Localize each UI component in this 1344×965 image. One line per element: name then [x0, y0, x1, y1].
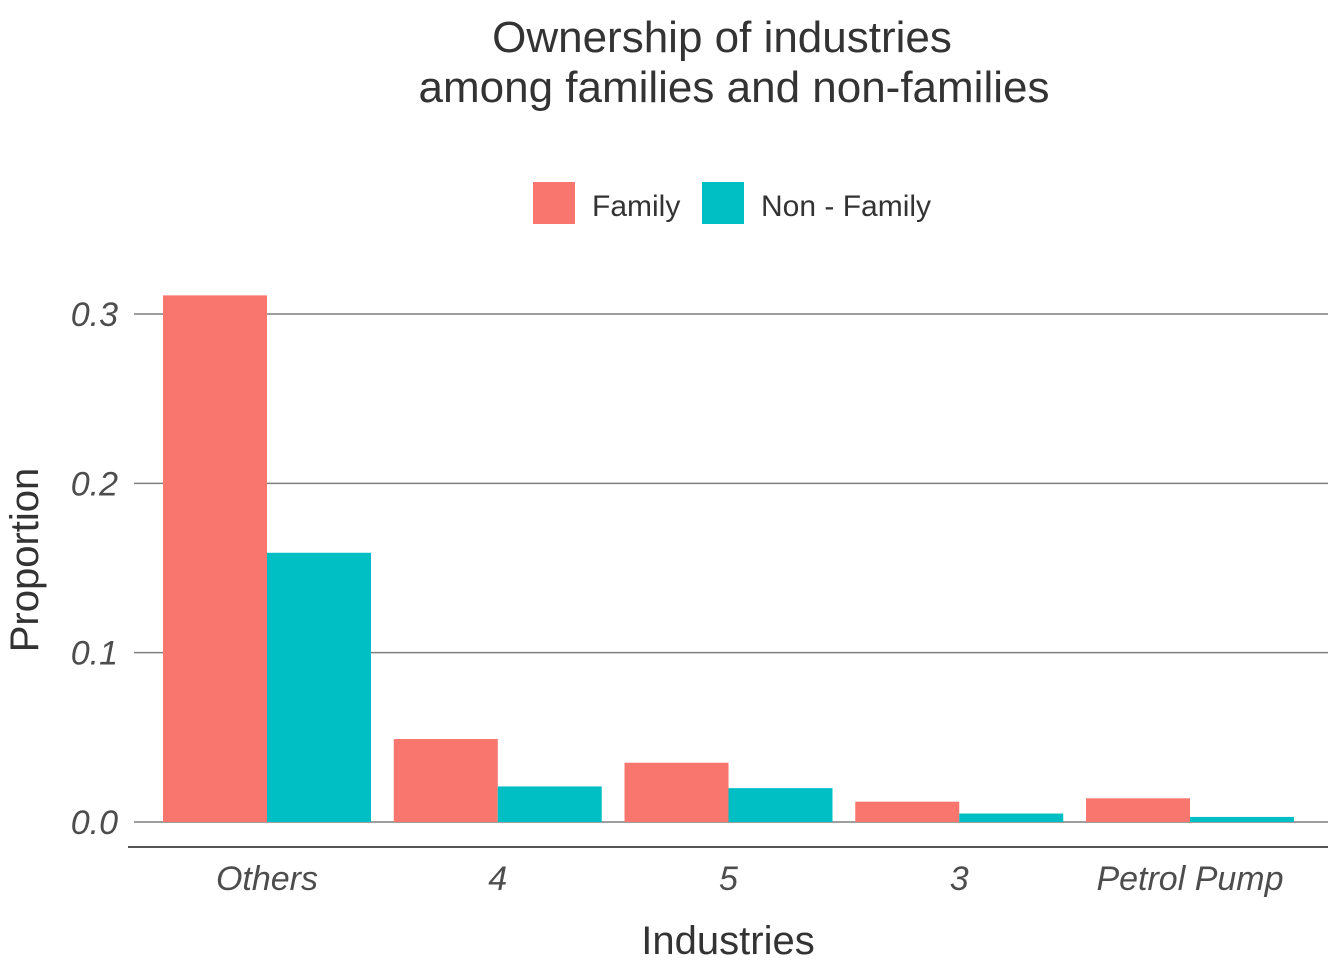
chart-title-line-1: Ownership of industries: [492, 13, 952, 62]
x-tick-label: 3: [950, 860, 969, 898]
bar-family-2: [624, 762, 729, 822]
x-tick-label: 4: [488, 860, 507, 898]
legend: Family Non - Family: [533, 182, 931, 224]
legend-swatch-non-family: [702, 182, 744, 224]
y-axis-title: Proportion: [3, 468, 47, 653]
bar-non-family-4: [1190, 816, 1294, 822]
legend-label-family: Family: [592, 190, 680, 223]
legend-label-non-family: Non - Family: [761, 190, 931, 223]
bar-family-4: [1086, 798, 1190, 822]
bar-family-0: [163, 295, 267, 823]
bar-non-family-0: [267, 552, 371, 822]
y-tick-label: 0.2: [71, 465, 118, 503]
bars: [163, 295, 1294, 823]
x-tick-label: Others: [216, 860, 318, 898]
y-tick-labels: 0.0 0.1 0.2 0.3: [71, 296, 118, 842]
bar-family-3: [855, 801, 960, 822]
x-tick-label: Petrol Pump: [1096, 860, 1283, 898]
bar-family-1: [393, 739, 498, 822]
y-tick-label: 0.0: [71, 804, 118, 842]
bar-non-family-3: [959, 813, 1064, 822]
y-tick-label: 0.3: [71, 296, 118, 334]
x-axis-title: Industries: [641, 919, 814, 960]
legend-swatch-family: [533, 182, 575, 224]
chart-title-line-2: among families and non-families: [419, 63, 1050, 112]
x-tick-labels: Others 4 5 3 Petrol Pump: [216, 860, 1284, 898]
bar-non-family-2: [728, 788, 833, 822]
y-tick-label: 0.1: [71, 635, 118, 673]
bar-non-family-1: [497, 786, 602, 822]
x-tick-label: 5: [719, 860, 738, 898]
